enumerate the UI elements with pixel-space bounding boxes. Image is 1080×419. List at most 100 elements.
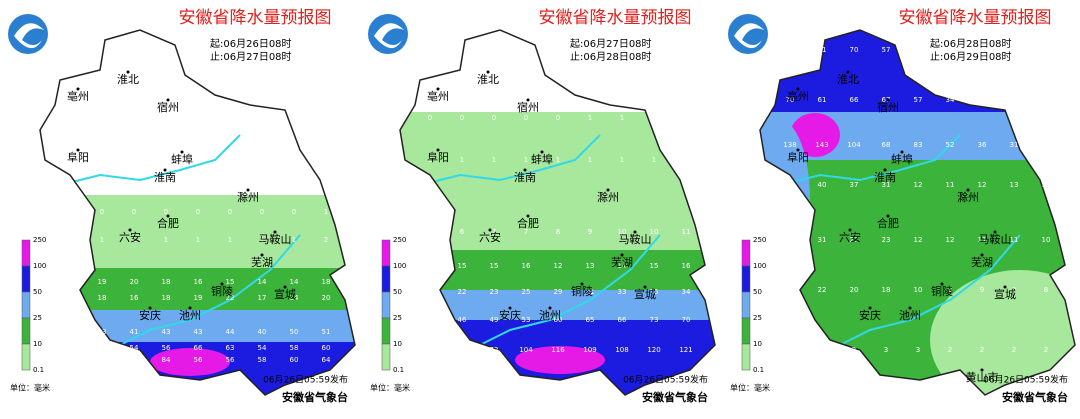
city-label: 铜陵 [211,284,233,298]
grid-value: 10 [618,228,627,236]
start-time: 起:06月26日08时 [210,38,292,50]
grid-value: 1 [428,156,432,164]
grid-value: 109 [583,346,596,354]
grid-value: 40 [426,316,435,324]
legend-label: 10 [33,340,42,348]
grid-value: 3 [788,346,792,354]
city-label: 铜陵 [931,284,953,298]
city-dot [260,253,264,257]
city-label: 宣城 [274,287,296,301]
grid-value: 16 [130,294,139,302]
grid-value: 44 [226,328,235,336]
city-dot [166,98,170,102]
grid-value: 11 [1042,181,1051,189]
city-label: 宿州 [517,100,539,114]
grid-value: 11 [682,228,691,236]
grid-value: 1 [524,156,528,164]
grid-value: 1 [620,114,624,122]
city-dot [246,188,250,192]
legend-label: 25 [753,314,762,322]
grid-value: 51 [322,328,331,336]
grid-value: 60 [554,316,563,324]
unit-label: 单位：毫米 [370,383,410,393]
grid-value: 36 [978,46,987,54]
grid-value: 52 [98,344,107,352]
grid-value: 1 [588,156,592,164]
province-border [399,29,716,396]
grid-value: 16 [682,262,691,270]
logo [8,14,48,54]
grid-value: 40 [818,181,827,189]
city-label: 芜湖 [251,255,273,269]
grid-value: 28 [66,328,75,336]
precip-patch [760,120,810,280]
grid-value: 0 [196,208,200,216]
grid-value: 58 [258,356,267,364]
grid-value: 71 [818,46,827,54]
grid-value: 0 [292,208,296,216]
map-title: 安徽省降水量预报图 [539,8,692,28]
grid-value: 20 [850,286,859,294]
precip-patch [150,348,230,376]
legend-label: 250 [753,236,766,244]
grid-value: 1 [132,236,136,244]
grid-value: 18 [162,278,171,286]
grid-value: 66 [194,344,203,352]
city-dot [180,150,184,154]
grid-value: 20 [66,294,75,302]
grid-value: 33 [618,288,627,296]
legend-swatch [21,239,31,267]
grid-value: 1 [100,236,104,244]
city-dot [76,87,80,91]
city-label: 马鞍山 [979,232,1012,246]
city-label: 滁州 [597,190,619,204]
grid-value: 18 [66,278,75,286]
grid-value: 108 [615,346,628,354]
publish-time: 06月26日05:59发布 [623,374,708,386]
grid-value: 15 [226,278,235,286]
grid-value: 65 [586,316,595,324]
legend-swatch [741,239,751,267]
grid-value: 12 [946,236,955,244]
city-dot [886,214,890,218]
grid-value: 6 [428,228,433,236]
grid-value: 0 [556,114,560,122]
grid-value: 1 [652,114,656,122]
legend-label: 50 [33,288,42,296]
city-label: 合肥 [517,216,539,230]
grid-value: 143 [815,141,828,149]
logo-swoosh [14,23,44,49]
start-time: 起:06月27日08时 [570,38,652,50]
grid-value: 0 [228,208,232,216]
grid-value: 44 [786,181,795,189]
city-dot [993,230,997,234]
grid-value: 11 [1010,236,1019,244]
city-dot [273,230,277,234]
grid-value: 14 [426,262,435,270]
grid-value: 131 [63,356,76,364]
grid-value: 31 [818,236,827,244]
grid-value: 18 [162,294,171,302]
grid-value: 29 [1042,46,1051,54]
grid-value: 14 [618,262,627,270]
grid-value: 2 [1044,346,1048,354]
city-dot [126,70,130,74]
grid-value: 22 [226,294,235,302]
grid-value: 10 [650,228,659,236]
city-dot [1003,285,1007,289]
city-label: 淮北 [477,73,499,86]
city-label: 蚌埠 [531,152,553,166]
city-label: 淮北 [117,73,139,86]
grid-value: 33 [98,328,107,336]
grid-value: 9 [948,286,952,294]
publish-time: 06月26日05:59发布 [983,374,1068,386]
grid-value: 57 [914,96,923,104]
grid-value: 12 [914,236,923,244]
grid-value: 74 [458,346,467,354]
grid-value: 8 [1044,286,1048,294]
grid-value: 1 [556,156,560,164]
grid-value: 61 [818,96,827,104]
grid-value: 13 [1010,181,1019,189]
grid-value: 1 [492,156,496,164]
